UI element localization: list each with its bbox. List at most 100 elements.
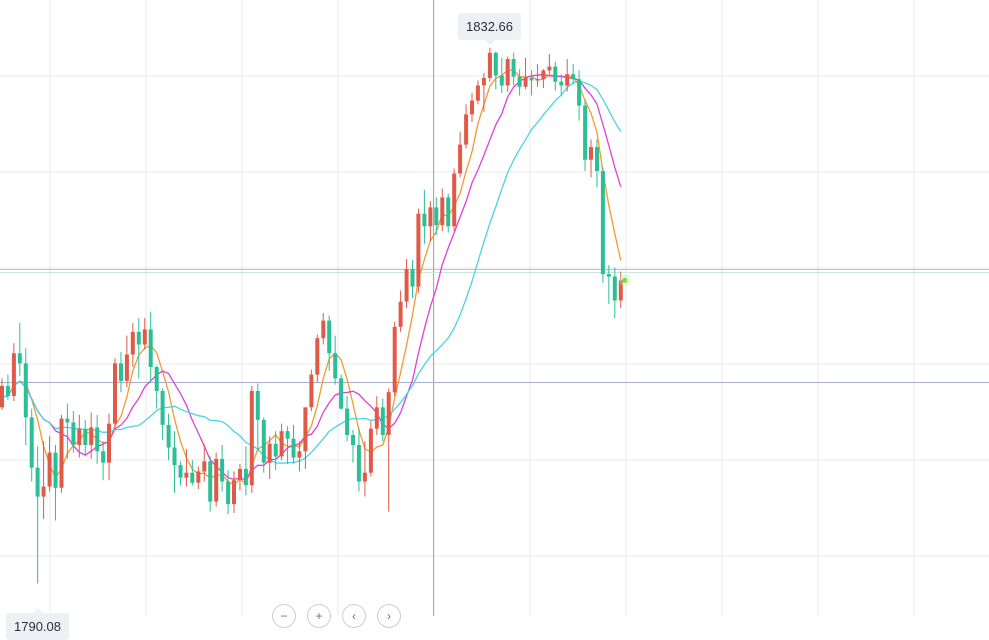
candle bbox=[374, 396, 379, 435]
candle bbox=[279, 423, 284, 461]
candle-body bbox=[130, 331, 135, 355]
candle bbox=[452, 168, 457, 232]
candle bbox=[23, 348, 28, 446]
candle bbox=[154, 365, 159, 409]
candle-body bbox=[600, 171, 605, 275]
candle bbox=[416, 208, 421, 293]
candle-body bbox=[547, 66, 552, 71]
candle-body bbox=[41, 486, 46, 497]
candle-body bbox=[178, 465, 183, 478]
minus-icon: − bbox=[280, 609, 288, 623]
candle-body bbox=[285, 431, 290, 439]
candle bbox=[190, 460, 195, 486]
candle-body bbox=[136, 331, 141, 345]
candle bbox=[273, 431, 278, 471]
candle bbox=[142, 318, 147, 350]
candle bbox=[267, 436, 272, 479]
candle bbox=[351, 429, 355, 463]
last-price-marker bbox=[618, 274, 631, 287]
candle bbox=[309, 369, 314, 412]
candle bbox=[83, 419, 88, 457]
candle bbox=[565, 59, 570, 92]
candle bbox=[523, 57, 528, 90]
candle bbox=[285, 426, 290, 464]
candle-body bbox=[77, 428, 82, 445]
candle bbox=[41, 441, 46, 520]
candle-body bbox=[493, 52, 498, 76]
candle bbox=[178, 461, 183, 486]
candle bbox=[589, 139, 593, 178]
candle bbox=[345, 396, 350, 442]
candle bbox=[65, 403, 70, 459]
candle bbox=[214, 452, 219, 507]
candle bbox=[487, 47, 492, 82]
candle bbox=[535, 64, 540, 87]
move-left-button[interactable]: ‹ bbox=[342, 604, 366, 628]
candle bbox=[606, 265, 611, 305]
candle-body bbox=[446, 197, 451, 227]
candle-body bbox=[368, 428, 373, 473]
candle-body bbox=[142, 329, 147, 345]
candle bbox=[559, 74, 564, 96]
candle-body bbox=[517, 76, 522, 87]
candle bbox=[428, 201, 433, 242]
candle-body bbox=[577, 79, 582, 106]
candle-body bbox=[279, 431, 284, 457]
candle bbox=[541, 69, 546, 88]
candle bbox=[470, 93, 474, 122]
candle bbox=[499, 57, 504, 94]
candle bbox=[505, 56, 510, 92]
ma-10-line bbox=[0, 73, 622, 481]
candle-body bbox=[392, 326, 397, 393]
candle-body bbox=[475, 85, 480, 101]
candle bbox=[339, 374, 344, 410]
candle bbox=[184, 448, 189, 487]
candle-body bbox=[595, 147, 599, 171]
candle-body bbox=[464, 114, 469, 145]
candle-body bbox=[529, 77, 534, 81]
candle bbox=[386, 388, 391, 512]
candle bbox=[612, 267, 617, 319]
candle bbox=[362, 441, 367, 497]
candle bbox=[422, 189, 427, 244]
candle bbox=[101, 441, 106, 481]
candle bbox=[327, 315, 332, 371]
candle-body bbox=[309, 374, 314, 408]
zoom-in-button[interactable]: + bbox=[307, 604, 331, 628]
candle-body bbox=[232, 480, 236, 505]
candle bbox=[47, 436, 52, 492]
candle bbox=[583, 99, 588, 171]
candle bbox=[303, 407, 308, 469]
candle-body bbox=[249, 391, 254, 486]
candle bbox=[202, 443, 207, 482]
candle-body bbox=[416, 213, 421, 287]
zoom-out-button[interactable]: − bbox=[272, 604, 296, 628]
candle-body bbox=[398, 301, 403, 327]
candle-body bbox=[541, 70, 546, 80]
candle bbox=[618, 271, 623, 308]
candle bbox=[107, 413, 111, 481]
candle-body bbox=[523, 77, 528, 87]
candle bbox=[511, 52, 516, 86]
candle bbox=[380, 398, 385, 442]
ma-5-line bbox=[0, 69, 622, 487]
candle bbox=[464, 104, 469, 149]
candle bbox=[517, 69, 522, 96]
candle-body bbox=[440, 197, 445, 226]
candle bbox=[220, 445, 225, 492]
candle-body bbox=[583, 105, 588, 160]
candle bbox=[600, 167, 605, 283]
candle-body bbox=[511, 59, 516, 77]
candle-body bbox=[226, 481, 231, 505]
candle-body bbox=[315, 338, 320, 375]
move-right-button[interactable]: › bbox=[377, 604, 401, 628]
candle-body bbox=[5, 385, 10, 396]
candle-body bbox=[553, 66, 558, 82]
candle-body bbox=[101, 451, 106, 463]
candle bbox=[196, 466, 201, 490]
candlestick-chart[interactable] bbox=[0, 0, 989, 616]
candle-body bbox=[160, 391, 165, 425]
candle-body bbox=[470, 100, 474, 115]
candle-body bbox=[351, 435, 355, 446]
candle bbox=[95, 414, 100, 464]
